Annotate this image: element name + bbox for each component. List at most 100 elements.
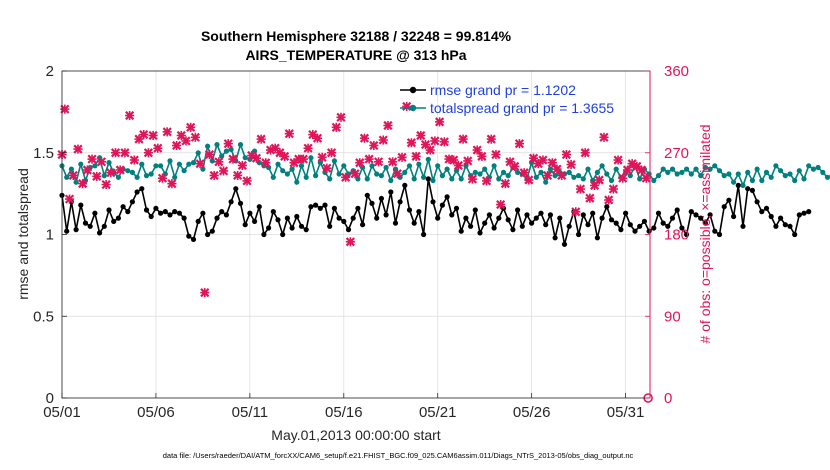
- data-point-rmse: [270, 209, 276, 215]
- data-point-rmse: [453, 205, 460, 211]
- data-point-rmse: [458, 228, 464, 234]
- data-point-totalspread: [735, 171, 741, 177]
- data-point-totalspread: [223, 148, 229, 154]
- data-point-rmse: [665, 223, 671, 229]
- data-point-rmse: [115, 215, 121, 221]
- data-point-rmse: [787, 223, 793, 229]
- data-point-totalspread: [369, 163, 375, 169]
- data-point-rmse: [669, 215, 676, 221]
- data-point-rmse: [313, 202, 319, 208]
- obs-assimilated-marker: [218, 166, 229, 176]
- data-point-totalspread: [388, 177, 394, 184]
- data-point-rmse: [538, 210, 544, 216]
- obs-assimilated-marker: [181, 136, 191, 146]
- data-point-totalspread: [313, 173, 319, 179]
- data-point-totalspread: [308, 155, 314, 161]
- data-point-totalspread: [749, 177, 756, 184]
- data-point-totalspread: [702, 164, 709, 171]
- data-point-rmse: [82, 220, 89, 226]
- data-point-totalspread: [538, 169, 544, 175]
- data-point-rmse: [298, 223, 305, 229]
- data-point-rmse: [223, 212, 229, 218]
- data-point-totalspread: [773, 163, 779, 169]
- data-point-totalspread: [148, 171, 154, 177]
- data-point-totalspread: [806, 163, 812, 169]
- obs-assimilated-marker: [280, 151, 290, 161]
- data-point-rmse: [646, 228, 652, 234]
- data-point-totalspread: [143, 173, 150, 179]
- data-point-rmse: [735, 182, 741, 188]
- data-point-rmse: [547, 212, 554, 218]
- data-point-totalspread: [378, 173, 384, 179]
- data-point-totalspread: [707, 166, 713, 172]
- obs-assimilated-marker: [378, 135, 388, 145]
- data-point-rmse: [806, 209, 812, 215]
- obs-assimilated-marker: [641, 173, 651, 183]
- obs-assimilated-marker: [500, 179, 510, 189]
- data-point-totalspread: [472, 169, 478, 175]
- data-point-totalspread: [820, 169, 826, 175]
- obs-assimilated-marker: [106, 168, 116, 178]
- data-point-rmse: [200, 210, 206, 216]
- data-point-totalspread: [228, 146, 234, 153]
- data-point-rmse: [472, 207, 478, 213]
- data-point-rmse: [176, 210, 182, 216]
- data-point-rmse: [439, 202, 445, 208]
- data-point-totalspread: [298, 163, 305, 169]
- data-point-rmse: [78, 202, 84, 208]
- data-point-rmse: [740, 223, 746, 229]
- data-point-rmse: [331, 205, 337, 211]
- obs-assimilated-marker: [327, 148, 337, 158]
- series-layer: [59, 141, 830, 247]
- data-point-rmse: [256, 204, 262, 210]
- data-point-rmse: [444, 194, 450, 200]
- data-point-totalspread: [477, 171, 483, 177]
- data-point-rmse: [153, 205, 159, 211]
- obs-assimilated-marker: [453, 160, 463, 171]
- data-point-rmse: [529, 220, 535, 226]
- data-point-totalspread: [195, 150, 201, 156]
- obs-assimilated-marker: [467, 174, 478, 184]
- data-point-rmse: [266, 225, 272, 231]
- data-point-totalspread: [176, 161, 182, 167]
- obs-assimilated-marker: [68, 170, 78, 181]
- legend: rmse grand pr = 1.1202 totalspread grand…: [400, 82, 614, 116]
- y-tick-label: 0.5: [33, 308, 54, 325]
- obs-assimilated-marker: [481, 176, 492, 186]
- data-point-totalspread: [552, 173, 558, 179]
- data-point-totalspread: [613, 166, 619, 172]
- data-point-totalspread: [68, 166, 74, 172]
- data-point-rmse: [275, 217, 281, 223]
- data-point-totalspread: [78, 161, 84, 167]
- obs-assimilated-marker: [604, 195, 614, 205]
- data-point-totalspread: [275, 161, 281, 167]
- data-point-rmse: [745, 186, 751, 192]
- data-point-rmse: [792, 231, 798, 238]
- data-point-rmse: [167, 212, 173, 218]
- data-point-rmse: [782, 222, 788, 228]
- data-point-rmse: [120, 204, 126, 210]
- y2-tick-label: 0: [664, 390, 672, 407]
- data-file-footer: data file: /Users/raeder/DAI/ATM_forcXX/…: [163, 451, 634, 460]
- obs-assimilated-marker: [143, 148, 153, 158]
- obs-assimilated-marker: [355, 158, 365, 168]
- data-point-totalspread: [331, 158, 337, 164]
- obs-assimilated-marker: [463, 156, 473, 166]
- data-point-totalspread: [594, 169, 601, 175]
- obs-assimilated-marker: [524, 175, 534, 185]
- data-point-totalspread: [411, 176, 417, 182]
- obs-assimilated-marker: [552, 164, 562, 174]
- data-point-totalspread: [219, 153, 225, 159]
- data-point-totalspread: [205, 143, 211, 149]
- data-point-totalspread: [716, 168, 723, 174]
- obs-assimilated-marker: [341, 172, 351, 182]
- data-point-rmse: [350, 215, 356, 221]
- obs-assimilated-marker: [622, 165, 633, 175]
- data-point-rmse: [378, 195, 384, 202]
- y2-tick-label: 90: [664, 308, 681, 325]
- obs-assimilated-marker: [87, 154, 97, 164]
- obs-assimilated-marker: [148, 130, 158, 141]
- obs-assimilated-marker: [458, 134, 468, 144]
- data-point-totalspread: [106, 160, 112, 166]
